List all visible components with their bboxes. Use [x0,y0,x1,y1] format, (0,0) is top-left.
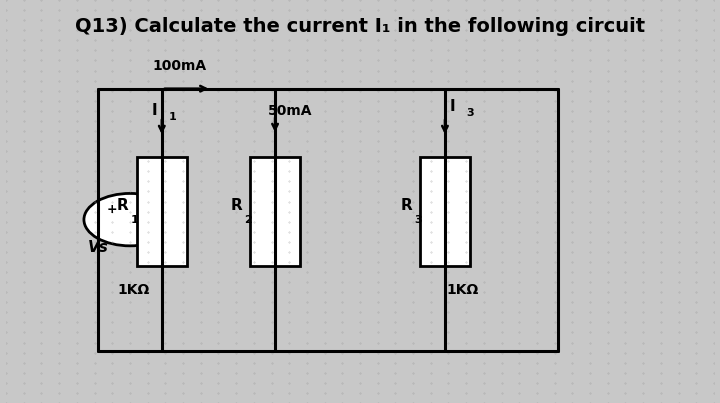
Circle shape [84,193,176,246]
Text: R: R [400,198,412,213]
Text: I: I [152,103,158,118]
Text: +: + [107,203,117,216]
Text: Vs: Vs [88,240,109,256]
Bar [420,157,469,266]
Text: 1: 1 [168,112,176,122]
Text: Q13) Calculate the current I₁ in the following circuit: Q13) Calculate the current I₁ in the fol… [75,17,645,36]
Text: I: I [449,99,455,114]
Text: 1KΩ: 1KΩ [446,283,479,297]
Text: 3: 3 [414,215,422,224]
Text: R: R [117,198,129,213]
Text: 2: 2 [244,215,252,224]
Text: 50mA: 50mA [268,104,312,118]
Bar [137,157,186,266]
Text: 1: 1 [131,215,139,224]
Text: 3: 3 [466,108,474,118]
Text: 100mA: 100mA [153,60,207,73]
Text: R: R [230,198,242,213]
Text: 1KΩ: 1KΩ [117,283,150,297]
Bar [251,157,300,266]
